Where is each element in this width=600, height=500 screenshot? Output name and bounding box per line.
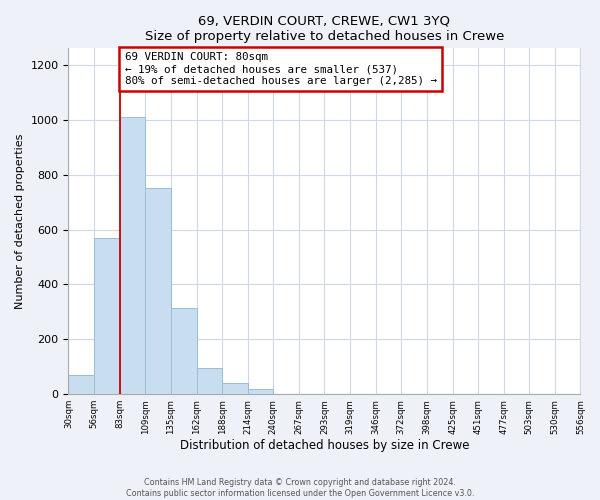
Bar — [120, 117, 145, 394]
X-axis label: Distribution of detached houses by size in Crewe: Distribution of detached houses by size … — [180, 440, 469, 452]
Bar — [222, 383, 248, 394]
Bar — [248, 388, 273, 394]
Y-axis label: Number of detached properties: Number of detached properties — [15, 134, 25, 309]
Bar — [68, 375, 94, 394]
Bar — [197, 368, 222, 394]
Text: 69 VERDIN COURT: 80sqm
← 19% of detached houses are smaller (537)
80% of semi-de: 69 VERDIN COURT: 80sqm ← 19% of detached… — [125, 52, 437, 86]
Bar — [170, 308, 197, 394]
Text: Contains HM Land Registry data © Crown copyright and database right 2024.
Contai: Contains HM Land Registry data © Crown c… — [126, 478, 474, 498]
Bar — [145, 188, 170, 394]
Bar — [94, 238, 120, 394]
Title: 69, VERDIN COURT, CREWE, CW1 3YQ
Size of property relative to detached houses in: 69, VERDIN COURT, CREWE, CW1 3YQ Size of… — [145, 15, 504, 43]
